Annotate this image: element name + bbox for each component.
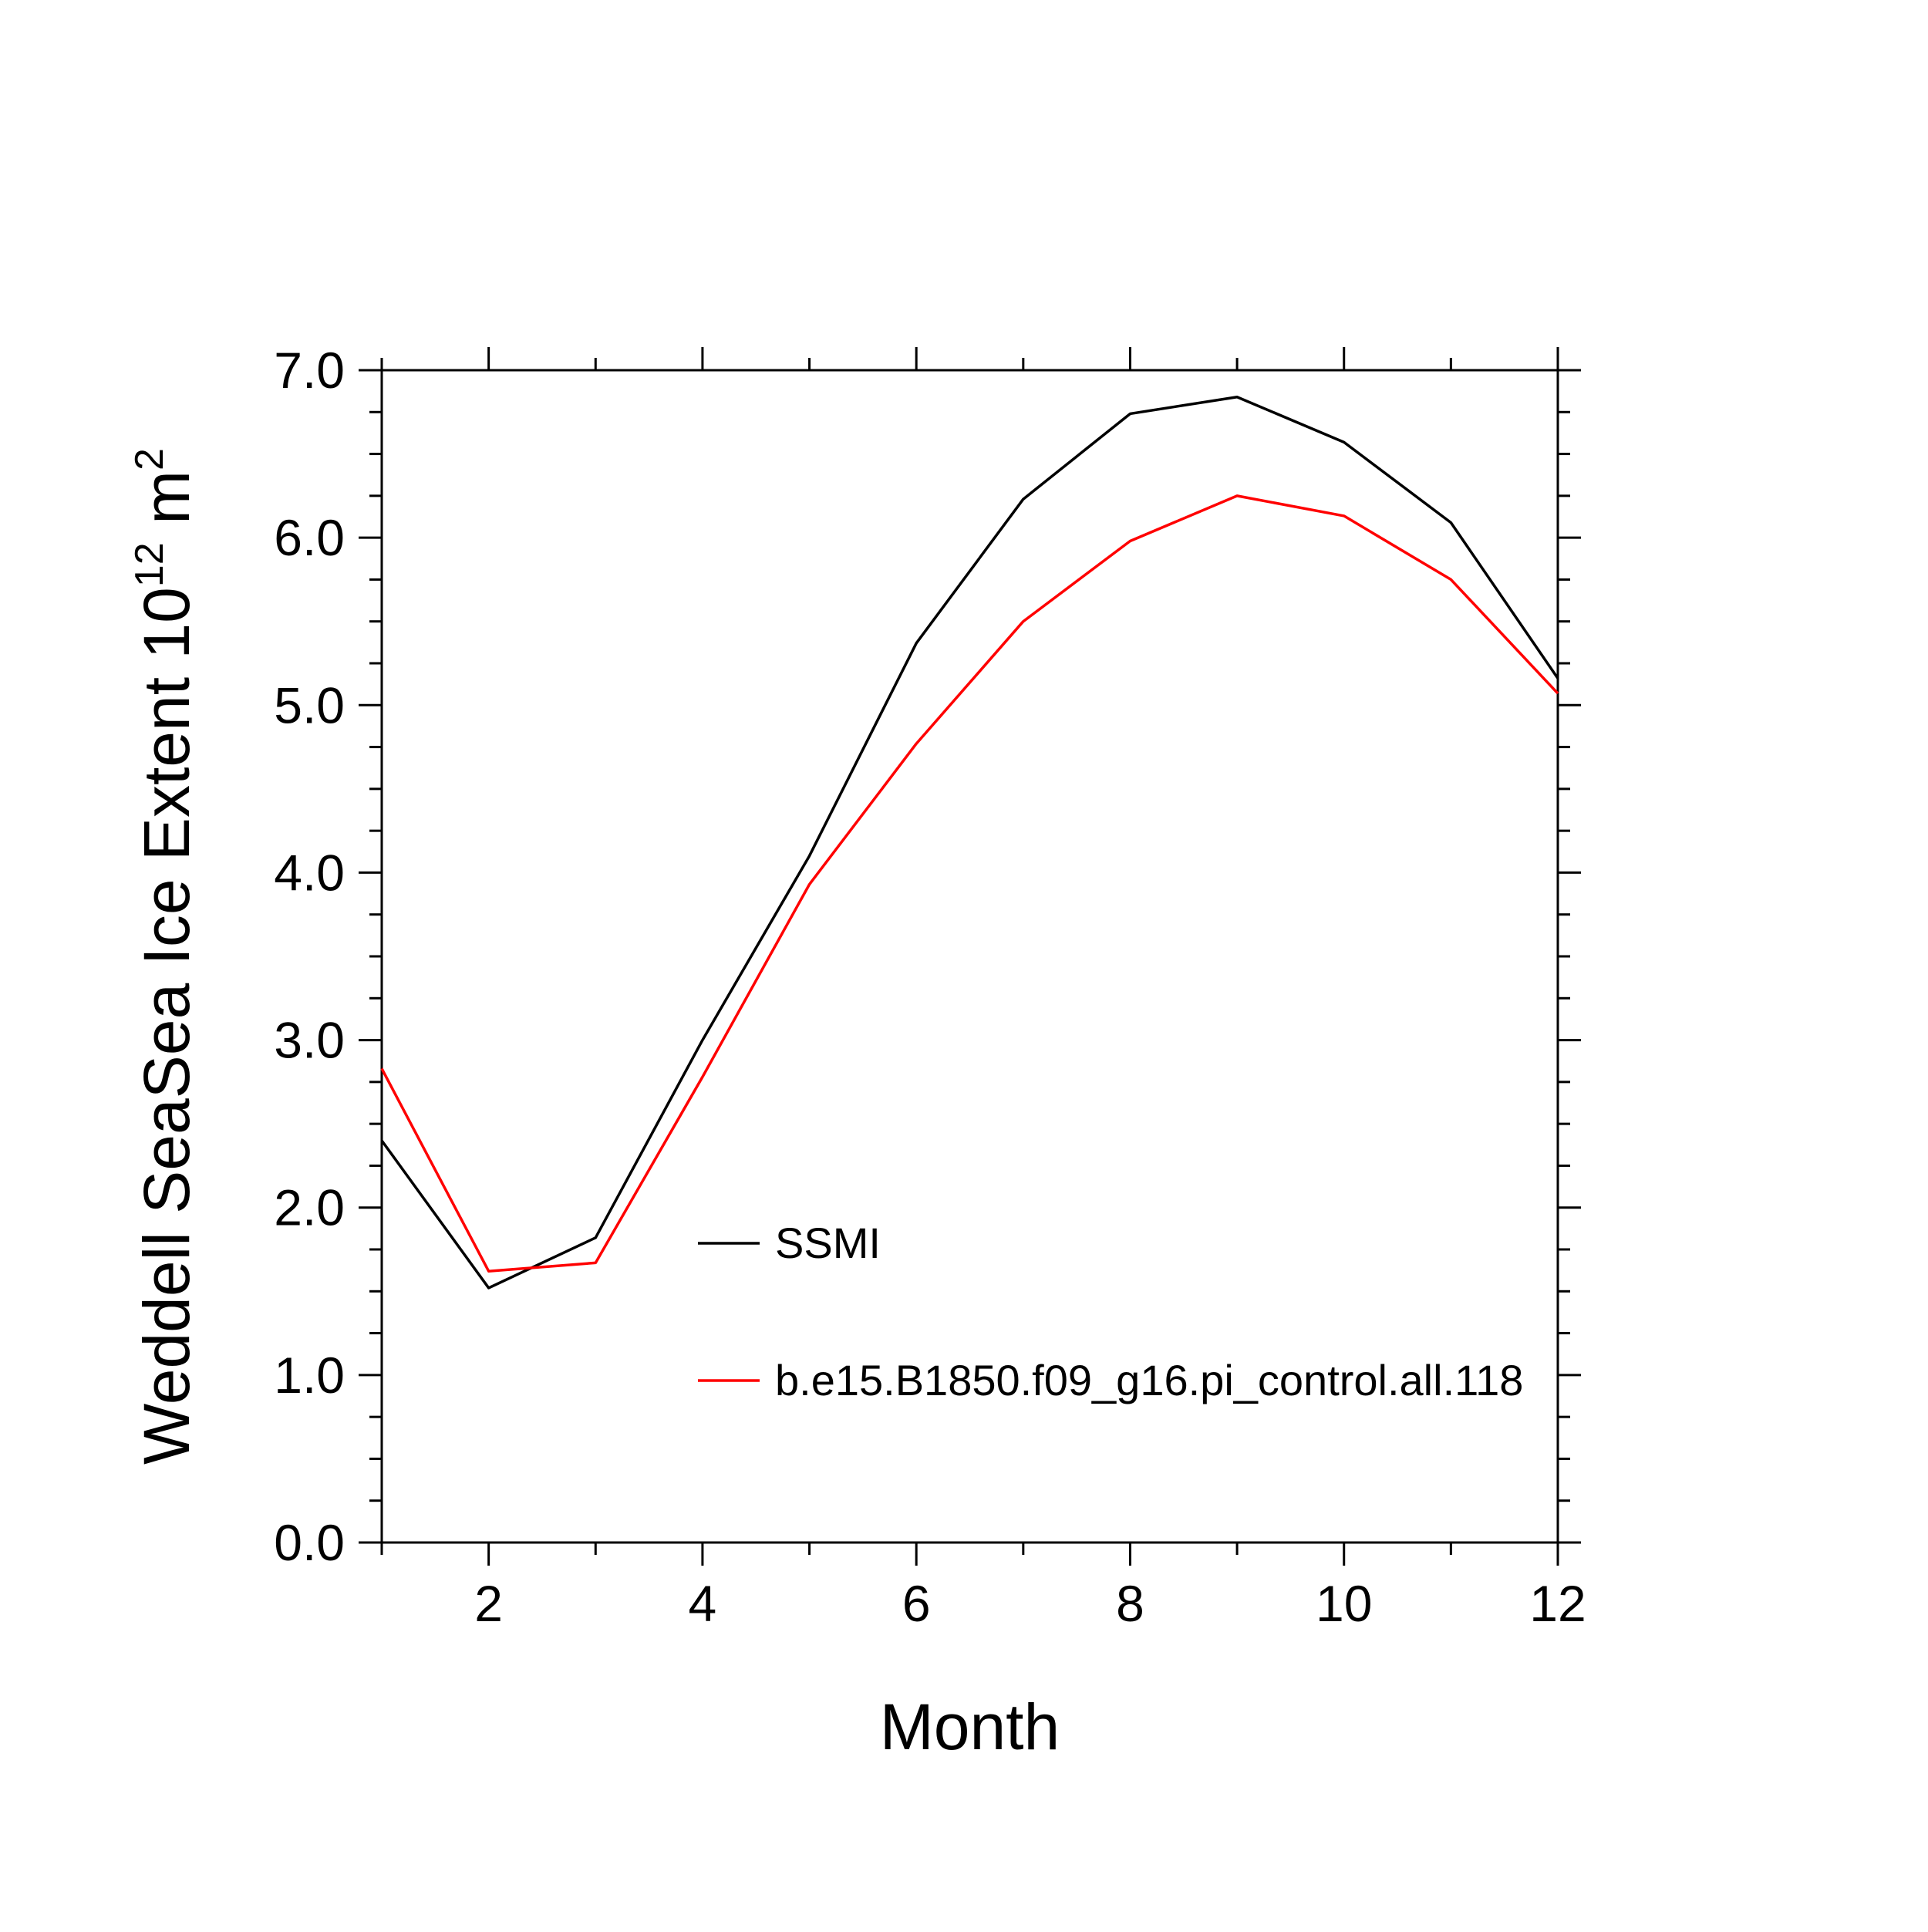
x-axis-title: Month xyxy=(880,1691,1060,1763)
plot-frame xyxy=(380,369,1559,1544)
x-tick-label: 10 xyxy=(1316,1575,1372,1632)
y-tick-label: 6.0 xyxy=(274,509,345,566)
y-tick-label: 7.0 xyxy=(274,342,345,399)
y-tick-label: 1.0 xyxy=(274,1347,345,1404)
x-tick-label: 6 xyxy=(902,1575,931,1632)
y-tick-label: 0.0 xyxy=(274,1514,345,1571)
legend-label-0: SSMI xyxy=(775,1219,881,1267)
y-tick-label: 5.0 xyxy=(274,676,345,733)
y-tick-label: 3.0 xyxy=(274,1012,345,1069)
x-tick-label: 2 xyxy=(474,1575,503,1632)
y-tick-label: 2.0 xyxy=(274,1179,345,1236)
series-line-ssmi xyxy=(380,395,1559,1290)
y-axis-title: Weddell SeaSea Ice Extent 1012 m2 xyxy=(127,448,203,1465)
series-line-b-e15-b1850-f09-g16-pi-control-all-118 xyxy=(380,494,1559,1273)
y-tick-label: 4.0 xyxy=(274,844,345,901)
x-tick-label: 8 xyxy=(1116,1575,1144,1632)
x-tick-label: 4 xyxy=(689,1575,717,1632)
legend-label-1: b.e15.B1850.f09_g16.pi_control.all.118 xyxy=(775,1356,1523,1404)
x-tick-label: 12 xyxy=(1529,1575,1586,1632)
